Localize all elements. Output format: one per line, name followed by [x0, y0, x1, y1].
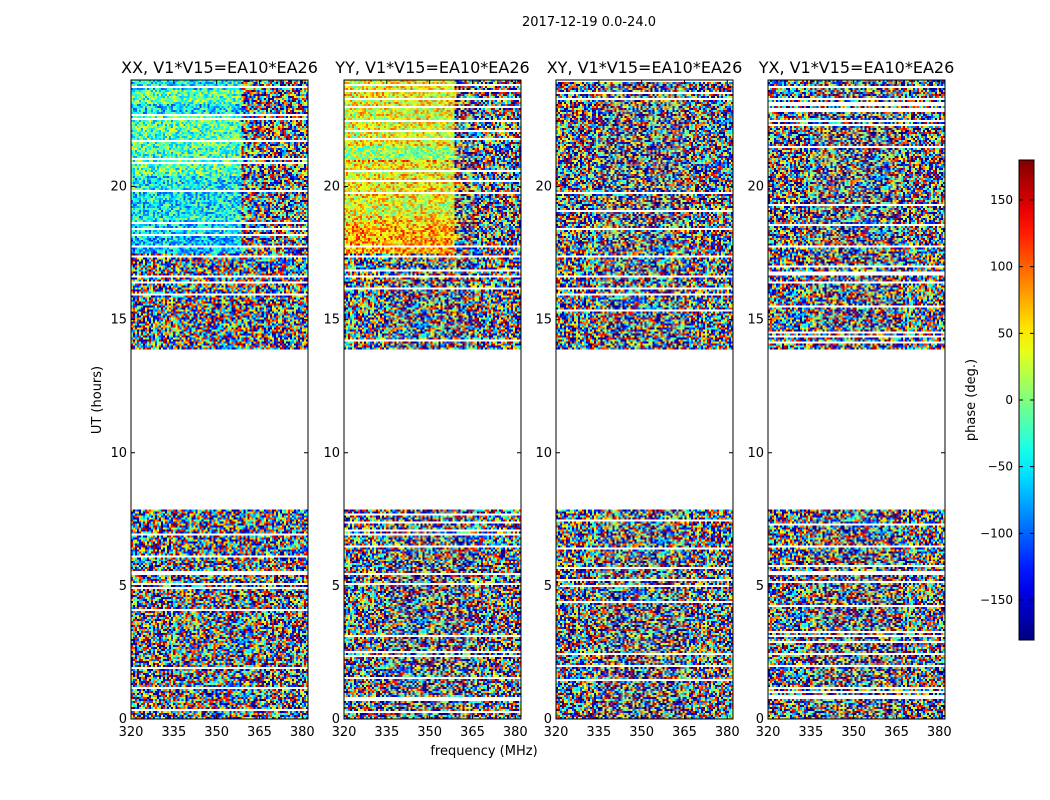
colorbar-tick-label: −100: [980, 526, 1013, 540]
y-tick-label: 15: [535, 313, 552, 328]
panel-title: XY, V1*V15=EA10*EA26: [547, 58, 743, 77]
colorbar: −150 −100 −50 0 50 100 150: [980, 159, 1035, 641]
y-tick-label: 5: [756, 579, 764, 594]
figure-suptitle: 2017-12-19 0.0-24.0: [522, 15, 656, 30]
x-tick-label: 320: [332, 725, 357, 740]
x-tick-label: 335: [374, 725, 399, 740]
x-tick-label: 365: [247, 725, 272, 740]
panel-xy: XY, V1*V15=EA10*EA26 320 335 350 365 380 0 5 10 1…: [535, 58, 742, 740]
x-tick-label: 380: [503, 725, 528, 740]
panel-yx: YX, V1*V15=EA10*EA26 320 335 350 365 380 0 5 10 1…: [747, 58, 954, 740]
x-tick-label: 350: [841, 725, 866, 740]
x-tick-label: 365: [884, 725, 909, 740]
x-tick-label: 350: [204, 725, 229, 740]
x-tick-label: 380: [715, 725, 740, 740]
x-tick-label: 335: [798, 725, 823, 740]
panel-title: YY, V1*V15=EA10*EA26: [334, 58, 529, 77]
panel-title: XX, V1*V15=EA10*EA26: [121, 58, 318, 77]
x-tick-label: 365: [460, 725, 485, 740]
y-tick-label: 5: [544, 579, 552, 594]
panel-xx: XX, V1*V15=EA10*EA26 320 335 350 365 380 0 5 10 1…: [110, 58, 317, 740]
waterfall-image: [344, 80, 521, 719]
y-tick-label: 0: [544, 712, 552, 727]
panels-group: XX, V1*V15=EA10*EA26 320 335 350 365 380 0 5 10 1…: [110, 58, 954, 740]
y-tick-label: 20: [535, 180, 552, 195]
y-tick-label: 5: [332, 579, 340, 594]
y-tick-label: 10: [747, 446, 764, 461]
x-tick-label: 320: [119, 725, 144, 740]
colorbar-tick-label: 100: [990, 260, 1013, 274]
x-tick-label: 380: [927, 725, 952, 740]
y-tick-label: 10: [535, 446, 552, 461]
x-tick-label: 365: [672, 725, 697, 740]
panel-frame: [343, 79, 522, 720]
colorbar-tick-label: 50: [998, 326, 1013, 340]
panel-frame: [555, 79, 734, 720]
y-tick-label: 0: [756, 712, 764, 727]
colorbar-label: phase (deg.): [964, 359, 979, 441]
colorbar-tick-label: −50: [988, 460, 1013, 474]
waterfall-image: [556, 80, 733, 719]
waterfall-image: [131, 80, 308, 719]
y-tick-label: 15: [747, 313, 764, 328]
panel-frame: [767, 79, 946, 720]
panel-title: YX, V1*V15=EA10*EA26: [758, 58, 955, 77]
y-tick-label: 5: [119, 579, 127, 594]
y-tick-label: 0: [332, 712, 340, 727]
y-axis-label: UT (hours): [90, 366, 105, 434]
x-tick-label: 320: [756, 725, 781, 740]
x-tick-label: 335: [586, 725, 611, 740]
x-tick-label: 320: [544, 725, 569, 740]
y-tick-label: 20: [323, 180, 340, 195]
waterfall-image: [768, 80, 945, 719]
colorbar-tick-label: −150: [980, 593, 1013, 607]
y-tick-label: 20: [747, 180, 764, 195]
panel-frame: [130, 79, 309, 720]
colorbar-tick-label: 150: [990, 193, 1013, 207]
y-tick-label: 15: [110, 313, 127, 328]
y-tick-label: 10: [110, 446, 127, 461]
x-tick-label: 335: [161, 725, 186, 740]
y-tick-label: 10: [323, 446, 340, 461]
x-tick-label: 350: [417, 725, 442, 740]
colorbar-tick-label: 0: [1005, 393, 1013, 407]
y-tick-label: 0: [119, 712, 127, 727]
x-tick-label: 350: [629, 725, 654, 740]
y-tick-label: 15: [323, 313, 340, 328]
x-tick-label: 380: [290, 725, 315, 740]
x-axis-label: frequency (MHz): [430, 744, 537, 759]
panel-yy: YY, V1*V15=EA10*EA26 320 335 350 365 380 0 5 10 1…: [323, 58, 529, 740]
y-tick-label: 20: [110, 180, 127, 195]
